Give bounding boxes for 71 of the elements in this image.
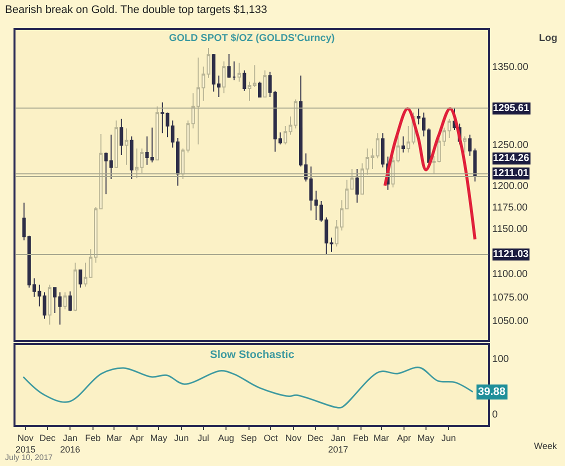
- candlestick: [124, 128, 128, 166]
- x-tick-label: Feb: [85, 432, 101, 443]
- x-tick-label: Aug: [218, 432, 234, 443]
- candlestick: [222, 60, 226, 94]
- x-tick-label: Jan 2016: [60, 432, 80, 454]
- ref-line-label: 1295.61: [493, 103, 530, 114]
- x-axis-title: Week: [534, 441, 558, 451]
- y-axis-title: Log: [539, 33, 558, 44]
- candlestick: [263, 70, 267, 98]
- candlestick: [355, 168, 359, 204]
- x-tick-label: Sep: [240, 432, 257, 443]
- x-tick-label: Oct: [264, 432, 278, 443]
- candlestick: [42, 292, 46, 320]
- x-tick-label: Nov: [285, 432, 302, 443]
- x-tick-label: Mar: [106, 432, 122, 443]
- candlestick: [242, 70, 246, 92]
- candlestick: [114, 120, 118, 168]
- y-tick-label: 1150.00: [492, 224, 528, 236]
- y-tick-label: 0: [492, 409, 498, 420]
- x-tick-label: Jan 2017: [328, 432, 348, 454]
- x-tick-label: Feb: [353, 432, 369, 443]
- candlestick: [48, 284, 52, 326]
- y-tick-label: 1050.00: [492, 316, 529, 328]
- y-tick-label: 1075.00: [492, 292, 529, 304]
- candlestick: [78, 270, 82, 288]
- y-tick-label: 1250.00: [492, 140, 529, 151]
- ref-line-label: 1214.26: [493, 153, 530, 164]
- candlestick: [206, 48, 210, 78]
- x-tick-label: May: [150, 432, 168, 443]
- candlestick: [130, 136, 134, 180]
- x-tick-label: Dec: [307, 432, 324, 443]
- x-tick-label: Apr: [396, 432, 411, 443]
- candlestick: [156, 106, 160, 160]
- x-tick-label: Jun: [441, 432, 456, 443]
- y-tick-label: 100: [492, 354, 510, 366]
- candlestick: [120, 118, 124, 156]
- x-tick-label: Nov 2015: [15, 432, 36, 454]
- x-tick-label: Apr: [130, 432, 144, 443]
- ref-line-label: 1121.03: [493, 249, 530, 260]
- x-tick-label: Jun: [174, 432, 189, 443]
- line-series: [383, 107, 476, 241]
- candlestick: [181, 148, 185, 180]
- candlestick: [238, 62, 242, 82]
- x-tick-label: Dec: [39, 432, 56, 443]
- candlestick: [160, 102, 164, 134]
- candlestick: [232, 60, 236, 81]
- candlestick: [258, 81, 262, 98]
- candlestick: [432, 155, 436, 174]
- ref-line-label: 1211.01: [493, 168, 530, 179]
- candlestick: [227, 53, 231, 78]
- x-tick-label: May: [417, 432, 435, 443]
- x-tick-label: Mar: [374, 432, 390, 443]
- candlestick: [74, 262, 78, 312]
- data-label: 39.88: [478, 386, 506, 398]
- chart-title: Slow Stochastic: [210, 349, 294, 361]
- y-tick-label: 1200.00: [492, 181, 529, 192]
- candlestick: [401, 136, 405, 154]
- y-tick-label: 1100.00: [492, 269, 528, 280]
- candlestick: [284, 125, 288, 145]
- chart-title: Bearish break on Gold. The double top targets $1,133: [5, 4, 268, 16]
- candlestick: [63, 292, 67, 310]
- y-tick-label: 1350.00: [492, 62, 529, 74]
- x-tick-label: Jul: [198, 432, 210, 443]
- text: July 10, 2017: [5, 453, 54, 462]
- candlestick: [391, 156, 395, 188]
- candlestick: [68, 290, 72, 312]
- y-tick-label: 1175.00: [492, 202, 528, 214]
- chart-subtitle: GOLD SPOT $/OZ (GOLDS'Curncy): [169, 33, 335, 44]
- line-series: [22, 366, 474, 408]
- candlestick: [396, 135, 400, 163]
- candlestick: [462, 136, 466, 154]
